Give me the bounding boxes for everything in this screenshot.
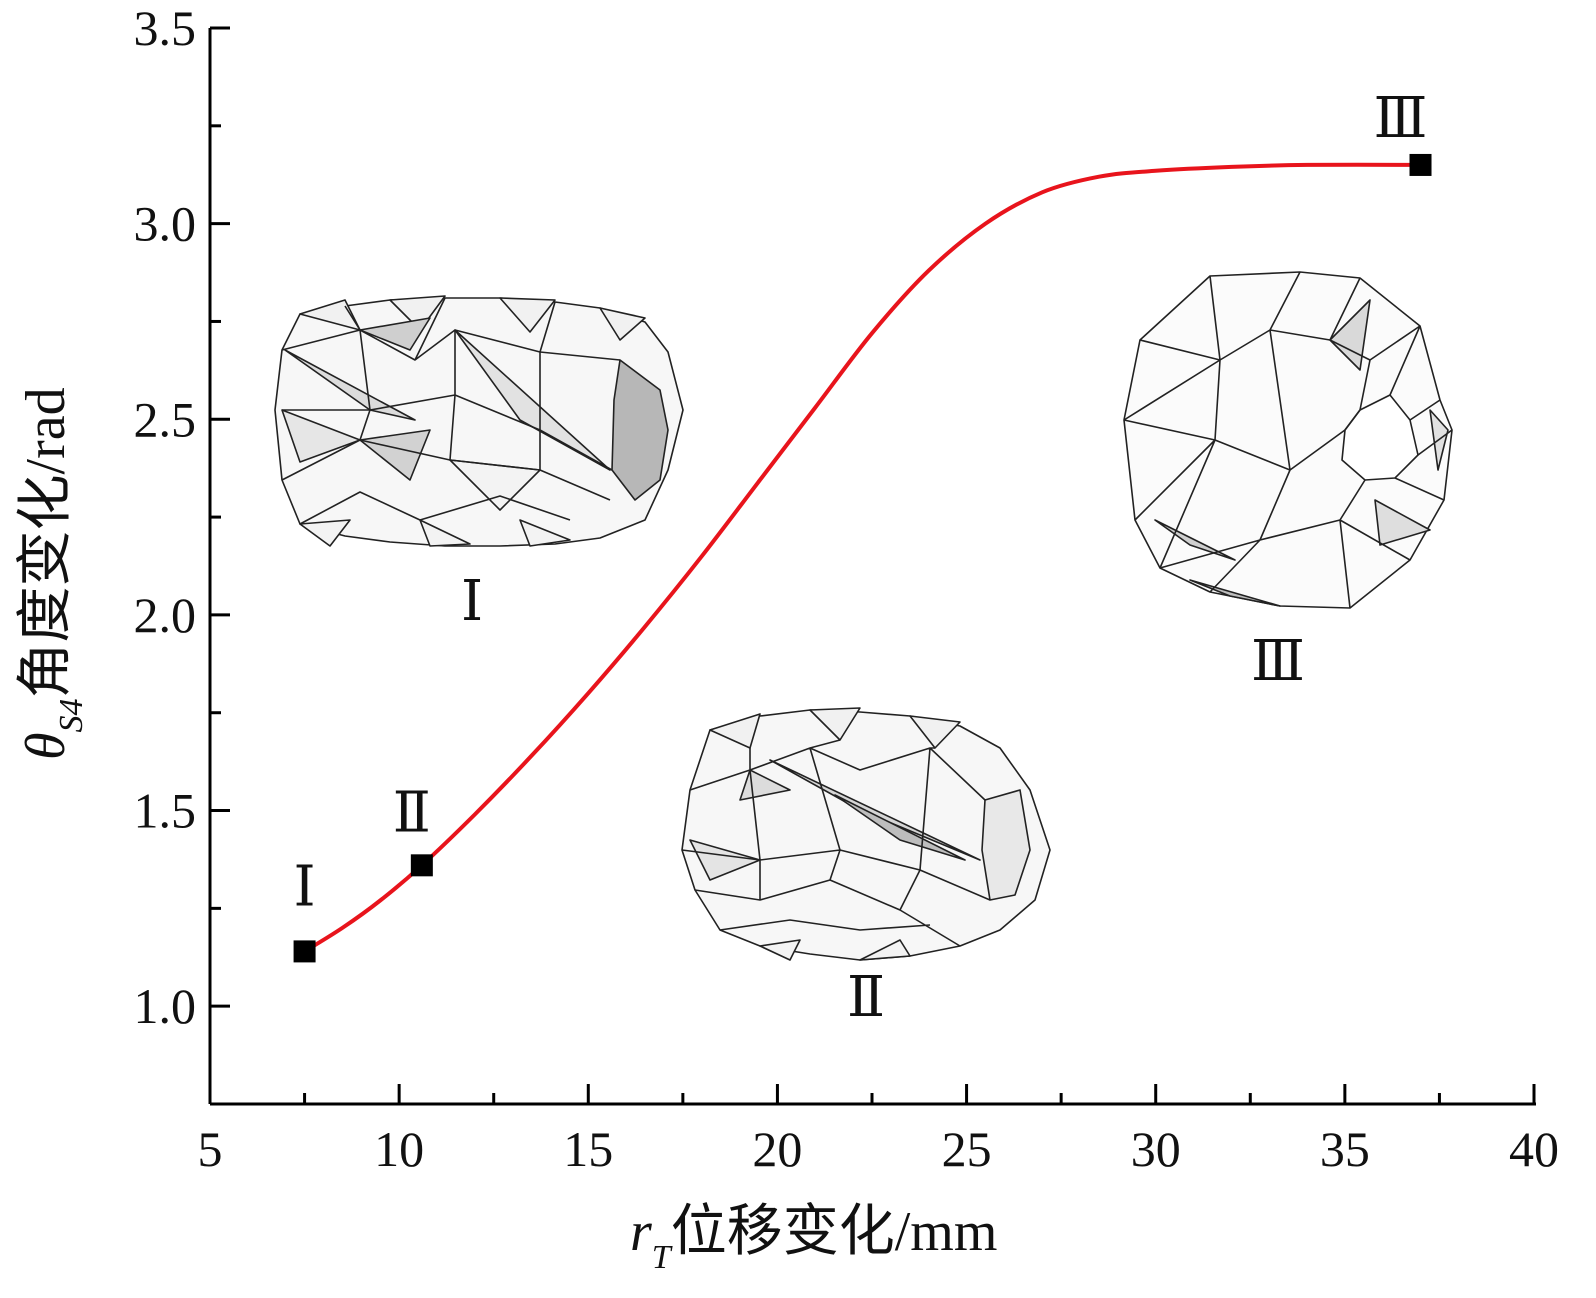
x-tick-label: 25 bbox=[942, 1121, 992, 1177]
y-axis-title-symbol: θ bbox=[15, 732, 77, 760]
inset-2-facet bbox=[689, 839, 761, 881]
inset-1-facet bbox=[284, 349, 416, 421]
x-axis-title: rT位移变化/mm bbox=[630, 1201, 997, 1276]
origami-inset-1 bbox=[274, 295, 684, 547]
inset-label-1: Ⅰ bbox=[461, 571, 483, 633]
y-axis-title: θS4角度变化/rad bbox=[15, 387, 90, 760]
y-tick-label: 1.5 bbox=[134, 783, 197, 839]
inset-2-facet bbox=[909, 715, 961, 749]
data-point-marker bbox=[410, 854, 433, 877]
inset-1-facet bbox=[299, 519, 351, 547]
inset-1-facet bbox=[359, 317, 431, 351]
x-tick-label: 10 bbox=[374, 1121, 424, 1177]
data-point-marker bbox=[1409, 153, 1432, 176]
y-axis-title-text: 角度变化/rad bbox=[15, 387, 77, 698]
origami-inset-2 bbox=[681, 707, 1051, 961]
markers: Ⅰ Ⅱ Ⅲ bbox=[293, 88, 1432, 963]
inset-1-facet bbox=[599, 307, 646, 341]
inset-2-body bbox=[681, 709, 1051, 961]
inset-1-facet-lines bbox=[281, 297, 621, 525]
x-axis-title-symbol: r bbox=[630, 1201, 652, 1263]
y-axis-title-subscript: S4 bbox=[53, 698, 90, 732]
data-point-label: Ⅰ bbox=[294, 856, 316, 918]
y-ticks: 1.0 1.5 2.0 2.5 3.0 3.5 bbox=[134, 0, 230, 1106]
inset-2-facet bbox=[759, 939, 801, 961]
y-tick-label: 3.5 bbox=[134, 0, 197, 56]
inset-2-facet bbox=[834, 794, 966, 861]
inset-3-facet bbox=[1329, 299, 1371, 371]
inset-3-facet bbox=[1189, 579, 1281, 607]
x-axis-title-text: 位移变化/mm bbox=[671, 1201, 998, 1263]
inset-1-body bbox=[274, 297, 684, 547]
y-tick-label: 2.0 bbox=[134, 587, 197, 643]
inset-1-facet bbox=[359, 429, 431, 481]
x-ticks: 5 10 15 20 25 30 35 40 bbox=[198, 1084, 1559, 1177]
inset-label-2: Ⅱ bbox=[847, 967, 885, 1029]
y-tick-label: 1.0 bbox=[134, 978, 197, 1034]
inset-2-facet bbox=[709, 713, 761, 749]
x-tick-label: 20 bbox=[752, 1121, 802, 1177]
inset-1-facet bbox=[419, 519, 471, 547]
data-point-label: Ⅲ bbox=[1374, 88, 1428, 150]
x-tick-label: 30 bbox=[1131, 1121, 1181, 1177]
inset-3-facet-lines bbox=[1123, 271, 1453, 609]
inset-1-facet bbox=[454, 329, 611, 471]
origami-inset-3 bbox=[1123, 271, 1453, 609]
data-point-marker bbox=[293, 940, 316, 963]
inset-1-facet bbox=[281, 409, 361, 463]
inset-1-facet bbox=[519, 519, 571, 547]
y-tick-label: 3.0 bbox=[134, 196, 197, 252]
inset-2-facet bbox=[809, 707, 861, 741]
inset-label-3: Ⅲ bbox=[1251, 631, 1305, 693]
inset-2-facet bbox=[859, 939, 911, 961]
inset-3-facet bbox=[1374, 499, 1431, 546]
x-axis-title-subscript: T bbox=[652, 1239, 673, 1276]
inset-2-facet-lines bbox=[681, 739, 991, 947]
x-tick-label: 40 bbox=[1509, 1121, 1559, 1177]
inset-2-facet bbox=[981, 789, 1031, 901]
inset-1-facet bbox=[611, 359, 669, 501]
inset-2-facet bbox=[769, 759, 981, 861]
x-tick-label: 15 bbox=[563, 1121, 613, 1177]
data-point-label: Ⅱ bbox=[393, 782, 431, 844]
y-tick-label: 2.5 bbox=[134, 391, 197, 447]
inset-1-facet bbox=[499, 297, 556, 333]
inset-1-facet bbox=[389, 295, 446, 331]
x-tick-label: 35 bbox=[1320, 1121, 1370, 1177]
series-line bbox=[302, 162, 1423, 954]
x-tick-label: 5 bbox=[198, 1121, 223, 1177]
